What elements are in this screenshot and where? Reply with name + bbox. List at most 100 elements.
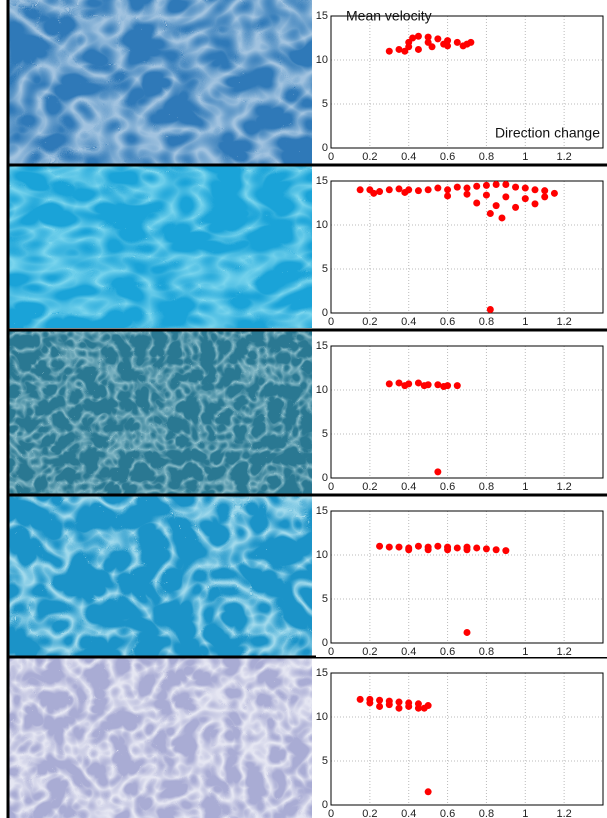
point	[420, 704, 428, 712]
point	[541, 193, 549, 201]
point	[395, 45, 403, 53]
y-tick-label: 10	[316, 384, 328, 396]
plot-background	[316, 332, 607, 492]
x-tick-label: 0.4	[401, 151, 416, 163]
point	[498, 214, 506, 222]
scatter-chart: 0 5 10 15 0 0.2 0.4 0.6 0.8 1 1.2	[316, 497, 607, 658]
x-tick-label: 0.2	[362, 151, 377, 163]
plot-frame	[330, 345, 604, 479]
point	[550, 189, 558, 197]
point	[366, 699, 374, 707]
y-tick-label: 5	[322, 593, 328, 605]
caustics	[8, 166, 312, 328]
y-tick-label: 0	[322, 637, 328, 649]
point	[492, 181, 500, 189]
point	[434, 184, 442, 192]
point	[385, 543, 393, 551]
point	[414, 379, 422, 387]
x-tick-label: 0.2	[362, 481, 377, 493]
point	[502, 547, 510, 555]
point	[541, 187, 549, 195]
x-tick-label: 0.4	[401, 316, 416, 328]
point	[405, 38, 413, 46]
y-tick-label: 15	[316, 505, 328, 517]
y-tick-label: 15	[316, 10, 328, 22]
scatter-chart: 0 5 10 15 0 0.2 0.4 0.6 0.8 1 1.2	[316, 659, 607, 818]
point	[521, 184, 529, 192]
point	[492, 546, 500, 554]
x-tick-label: 1.2	[556, 151, 571, 163]
point	[521, 195, 529, 203]
x-tick-label: 1.2	[556, 481, 571, 493]
point	[444, 186, 452, 194]
plot-frame	[330, 180, 604, 314]
point	[376, 696, 384, 704]
point	[473, 182, 481, 190]
point	[376, 702, 384, 710]
point	[424, 38, 432, 46]
point	[467, 38, 475, 46]
x-tick-label: 0.4	[401, 808, 416, 818]
point	[385, 380, 393, 388]
x-tick-label: 0.8	[479, 481, 494, 493]
x-tick-label: 0.2	[362, 808, 377, 818]
y-tick-label: 5	[322, 755, 328, 767]
point	[376, 542, 384, 550]
point	[512, 203, 520, 211]
point	[531, 200, 539, 208]
point	[356, 186, 364, 194]
x-tick-label: 1	[522, 316, 528, 328]
point	[440, 40, 448, 48]
y-tick-label: 15	[316, 667, 328, 679]
point	[434, 35, 442, 43]
point	[486, 210, 494, 218]
scatter-chart: 0 5 10 15 0 0.2 0.4 0.6 0.8 1 1.2	[316, 332, 607, 493]
point	[463, 190, 471, 198]
plot-frame	[330, 672, 604, 806]
point	[453, 544, 461, 552]
point	[453, 382, 461, 390]
point	[385, 47, 393, 55]
plot-background	[316, 659, 607, 818]
point	[395, 543, 403, 551]
point	[434, 542, 442, 550]
point	[473, 199, 481, 207]
point	[473, 544, 481, 552]
x-tick-label: 0	[328, 481, 334, 493]
point	[444, 546, 452, 554]
point	[401, 382, 409, 390]
point	[463, 184, 471, 192]
point	[414, 187, 422, 195]
point	[420, 382, 428, 390]
point	[370, 189, 378, 197]
point	[434, 468, 442, 476]
point	[414, 32, 422, 40]
point	[482, 545, 490, 553]
point	[395, 379, 403, 387]
point	[459, 42, 467, 50]
x-tick-label: 0.4	[401, 646, 416, 658]
caustics	[8, 331, 312, 494]
x-tick-label: 0.4	[401, 481, 416, 493]
water-images	[8, 0, 312, 818]
point	[414, 704, 422, 712]
point	[405, 546, 413, 554]
point	[401, 188, 409, 196]
point	[405, 702, 413, 710]
point	[414, 45, 422, 53]
x-tick-label: 0.2	[362, 316, 377, 328]
x-tick-label: 0.8	[479, 646, 494, 658]
point	[486, 305, 494, 313]
point	[385, 186, 393, 194]
x-tick-label: 0	[328, 808, 334, 818]
point	[531, 186, 539, 194]
point	[424, 788, 432, 796]
point	[424, 186, 432, 194]
x-tick-label: 1	[522, 808, 528, 818]
y-tick-label: 0	[322, 472, 328, 484]
x-tick-label: 0.6	[440, 808, 455, 818]
point	[492, 202, 500, 210]
x-tick-label: 0	[328, 151, 334, 163]
y-tick-label: 15	[316, 340, 328, 352]
